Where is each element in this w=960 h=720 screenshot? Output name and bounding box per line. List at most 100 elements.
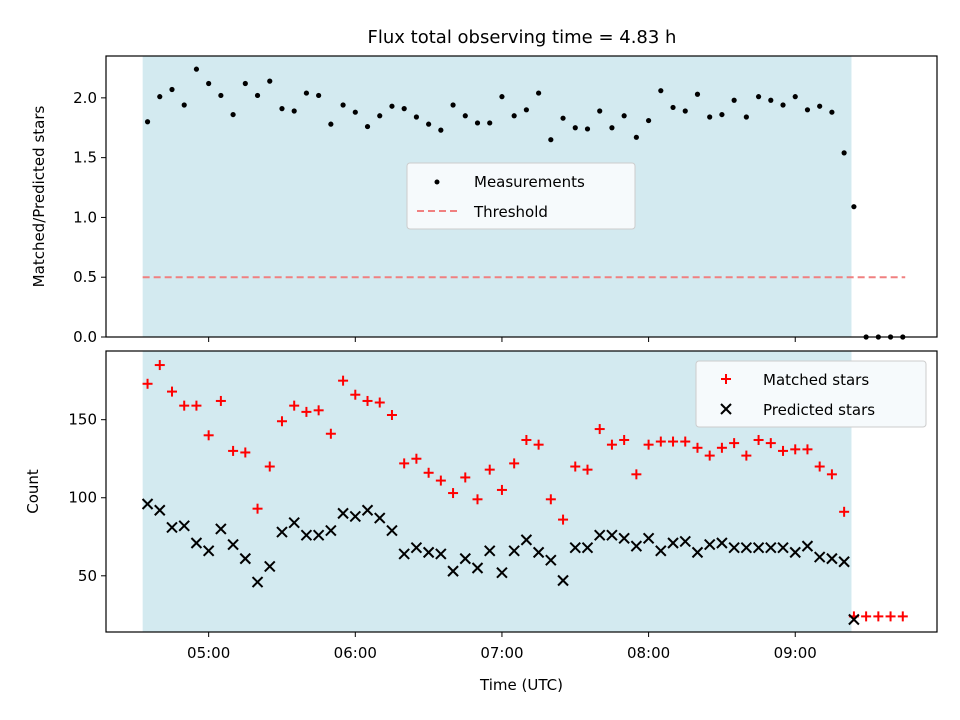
cross-b: [789, 546, 801, 559]
measurement-point: [731, 97, 737, 103]
predicted-star-point: [264, 560, 276, 573]
measurement-point: [792, 94, 798, 100]
predicted-star-point: [655, 545, 667, 557]
matched-star-point: [861, 611, 872, 622]
cross-b: [178, 520, 190, 532]
matched-star-point: [716, 442, 727, 453]
measurement-point: [499, 94, 505, 100]
matched-star-point: [606, 439, 617, 450]
bottom-y-tick-label: 150: [68, 411, 97, 429]
legend-predicted-label: Predicted stars: [763, 401, 875, 419]
measurement-point: [413, 114, 420, 120]
cross-b: [508, 545, 520, 557]
top-y-tick-label: 2.0: [73, 89, 97, 107]
measurement-point: [377, 113, 383, 119]
cross-b: [826, 552, 838, 565]
matched-star-point: [423, 467, 434, 478]
cross-b: [691, 546, 704, 559]
measurement-point: [157, 94, 163, 100]
measurement-point: [426, 121, 432, 127]
measurement-point: [743, 114, 749, 120]
predicted-star-point: [447, 565, 459, 577]
matched-star-point: [594, 424, 605, 435]
matched-star-point: [411, 453, 422, 464]
cross-b: [484, 545, 496, 557]
matched-star-point: [680, 436, 691, 447]
cross-b: [765, 541, 777, 554]
matched-star-point: [533, 439, 544, 450]
cross-b: [520, 534, 533, 546]
predicted-star-point: [545, 554, 557, 566]
matched-star-point: [350, 389, 361, 400]
matched-star-point: [631, 469, 642, 480]
matched-star-point: [885, 611, 896, 622]
measurement-point: [181, 102, 187, 108]
measurement-point: [682, 108, 688, 114]
matched-star-point: [276, 416, 287, 427]
measurement-point: [193, 66, 200, 72]
legend-measurements-label: Measurements: [474, 173, 585, 191]
predicted-star-point: [594, 529, 606, 541]
measurement-point: [230, 111, 236, 118]
cross-b: [251, 576, 264, 588]
legend-threshold-label: Threshold: [473, 203, 548, 221]
matched-star-point: [839, 506, 850, 517]
predicted-star-point: [251, 576, 264, 588]
measurement-point: [438, 127, 444, 133]
measurement-point: [780, 102, 786, 108]
measurement-point: [291, 108, 297, 114]
matched-star-point: [897, 611, 908, 622]
matched-star-point: [765, 438, 776, 449]
matched-star-point: [619, 434, 630, 445]
cross-b: [667, 537, 679, 549]
matched-star-point: [338, 375, 349, 386]
measurement-point: [474, 120, 481, 126]
measurement-point: [572, 125, 578, 131]
measurement-point: [841, 150, 847, 156]
cross-b: [410, 541, 423, 554]
predicted-star-point: [691, 546, 704, 559]
cross-b: [227, 538, 239, 551]
predicted-star-point: [716, 537, 728, 549]
measurement-point: [670, 104, 676, 111]
predicted-star-point: [166, 521, 178, 534]
measurement-point: [316, 92, 322, 99]
predicted-star-point: [227, 538, 239, 551]
measurement-point: [303, 90, 310, 96]
matched-star-point: [472, 494, 483, 505]
predicted-star-point: [374, 512, 386, 524]
matched-star-point: [399, 458, 410, 469]
matched-star-point: [166, 386, 177, 397]
predicted-star-point: [838, 556, 850, 568]
cross-b: [752, 541, 765, 554]
predicted-star-point: [630, 540, 643, 552]
cross-b: [312, 529, 325, 541]
x-tick-label: 07:00: [480, 644, 523, 662]
predicted-star-point: [496, 566, 508, 579]
cross-b: [398, 548, 410, 560]
matched-star-point: [826, 469, 837, 480]
x-tick-label: 06:00: [334, 644, 377, 662]
matched-star-point: [496, 484, 507, 495]
predicted-star-point: [471, 562, 484, 574]
predicted-star-point: [484, 545, 496, 557]
top-y-tick-label: 0.0: [73, 328, 97, 346]
predicted-star-point: [777, 541, 789, 554]
measurement-point: [340, 102, 346, 108]
matched-star-point: [704, 450, 715, 461]
predicted-star-point: [801, 540, 814, 552]
cross-b: [264, 560, 276, 573]
matched-star-point: [325, 428, 336, 439]
matched-star-point: [386, 410, 397, 421]
cross-b: [471, 562, 484, 574]
cross-b: [325, 524, 337, 537]
matched-star-point: [873, 611, 884, 622]
predicted-star-point: [276, 526, 288, 538]
cross-b: [642, 532, 655, 545]
measurement-point: [768, 97, 774, 103]
predicted-star-point: [728, 541, 740, 554]
cross-b: [801, 540, 814, 552]
measurement-point: [658, 88, 664, 94]
matched-star-point: [521, 434, 532, 445]
top-y-tick-label: 1.5: [73, 149, 97, 167]
